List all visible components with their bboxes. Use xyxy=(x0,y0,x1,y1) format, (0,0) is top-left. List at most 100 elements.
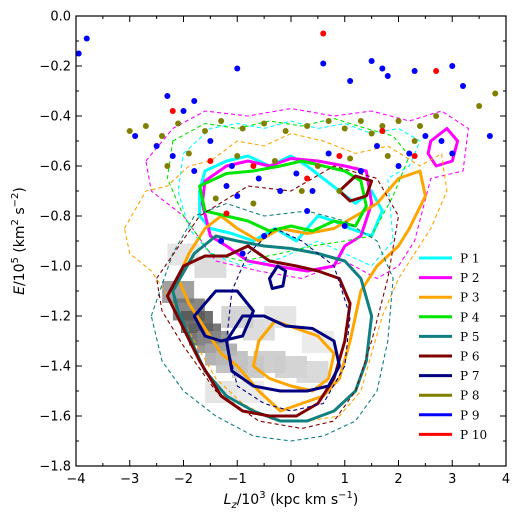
plot-frame xyxy=(75,15,507,467)
legend-label: P 3 xyxy=(460,291,480,305)
point-p8 xyxy=(159,133,165,139)
x-tick-label: −1 xyxy=(228,472,247,487)
point-p9 xyxy=(438,138,445,144)
point-p9 xyxy=(228,163,235,169)
point-p8 xyxy=(185,150,192,157)
point-p9 xyxy=(406,150,413,157)
y-tick-label: −0.4 xyxy=(39,110,71,125)
point-p9 xyxy=(379,65,386,72)
contour-p3-dashed xyxy=(123,132,448,422)
contour-p2-dashed xyxy=(145,107,469,280)
point-p8 xyxy=(411,138,418,144)
y-tick-label: 0.0 xyxy=(50,10,71,25)
point-p9 xyxy=(486,133,493,139)
point-p8 xyxy=(379,123,386,129)
point-p8 xyxy=(282,128,289,134)
y-tick-label: −0.2 xyxy=(39,60,71,75)
point-p9 xyxy=(191,98,198,104)
contour-p5-dashed xyxy=(150,202,394,442)
point-p8 xyxy=(234,153,241,159)
point-p10 xyxy=(320,30,327,37)
y-tick-label: −1.2 xyxy=(39,310,71,325)
point-p9 xyxy=(223,183,230,189)
legend-label: P 1 xyxy=(460,252,480,266)
point-p9 xyxy=(422,133,429,139)
x-tick-label: 2 xyxy=(394,472,402,487)
point-p9 xyxy=(180,108,187,114)
contour-p1-dashed xyxy=(177,120,421,267)
legend-label: P 5 xyxy=(460,330,480,344)
legend-label: P 4 xyxy=(460,310,480,324)
point-p8 xyxy=(164,163,171,169)
point-p9 xyxy=(368,58,375,64)
point-p9 xyxy=(164,93,171,99)
point-p9 xyxy=(325,150,332,157)
point-p9 xyxy=(347,78,354,84)
x-tick-label: 0 xyxy=(287,472,295,487)
x-tick-label: 1 xyxy=(341,472,349,487)
point-p8 xyxy=(384,153,391,159)
legend-label: P 6 xyxy=(460,350,480,364)
point-p8 xyxy=(433,113,440,119)
point-p8 xyxy=(202,128,208,134)
point-p8 xyxy=(492,90,499,97)
point-p8 xyxy=(218,118,225,124)
y-tick-label: −0.6 xyxy=(39,160,71,175)
point-p8 xyxy=(417,123,423,129)
legend-label: P 10 xyxy=(460,428,487,442)
contour-p7-dashed xyxy=(225,227,351,412)
y-tick-label: −1.0 xyxy=(39,260,71,275)
x-tick-label: −3 xyxy=(120,472,139,487)
density-cell xyxy=(296,361,329,383)
point-p9 xyxy=(239,250,246,257)
point-p9 xyxy=(341,223,348,229)
point-p10 xyxy=(207,158,214,164)
point-p9 xyxy=(411,68,418,74)
point-p8 xyxy=(212,195,219,202)
legend-label: P 7 xyxy=(460,369,480,383)
contour-p4-solid xyxy=(198,159,368,233)
point-p9 xyxy=(261,233,268,239)
y-tick-label: −1.6 xyxy=(39,410,71,425)
point-p9 xyxy=(83,35,90,42)
point-p8 xyxy=(175,120,182,127)
point-p9 xyxy=(293,170,300,177)
contour-p6-dashed xyxy=(156,165,400,430)
x-axis-label: Lz/103 (kpc km s−1) xyxy=(224,490,359,511)
point-p8 xyxy=(239,125,246,132)
point-p8 xyxy=(126,128,133,134)
point-p10 xyxy=(433,68,440,74)
contour-p7-solid xyxy=(225,314,341,393)
point-p9 xyxy=(460,83,466,89)
point-p10 xyxy=(304,175,311,182)
contour-p7-solid xyxy=(268,264,288,290)
point-p9 xyxy=(309,188,316,194)
point-p9 xyxy=(320,60,327,67)
point-p9 xyxy=(374,143,380,149)
contour-p6-solid xyxy=(165,244,352,418)
point-p10 xyxy=(169,108,176,114)
point-p9 xyxy=(449,150,456,157)
scatter-points xyxy=(75,30,499,257)
point-p9 xyxy=(357,168,364,174)
point-p8 xyxy=(142,123,149,129)
x-tick-label: 4 xyxy=(502,472,510,487)
y-axis-label: E/105 (km2 s−2) xyxy=(10,187,28,295)
point-p8 xyxy=(368,130,375,137)
point-p9 xyxy=(277,188,284,194)
point-p8 xyxy=(336,188,343,194)
point-p9 xyxy=(75,50,82,57)
point-p9 xyxy=(207,138,214,144)
point-p8 xyxy=(395,118,402,124)
point-p9 xyxy=(132,133,139,139)
point-p8 xyxy=(341,125,348,132)
point-p9 xyxy=(218,238,225,244)
legend-label: P 8 xyxy=(460,389,480,403)
contour-p2-solid xyxy=(200,157,374,273)
point-p10 xyxy=(223,210,230,217)
point-p9 xyxy=(384,73,391,79)
x-tick-label: −2 xyxy=(174,472,193,487)
point-p8 xyxy=(271,158,278,164)
point-p8 xyxy=(314,163,321,169)
